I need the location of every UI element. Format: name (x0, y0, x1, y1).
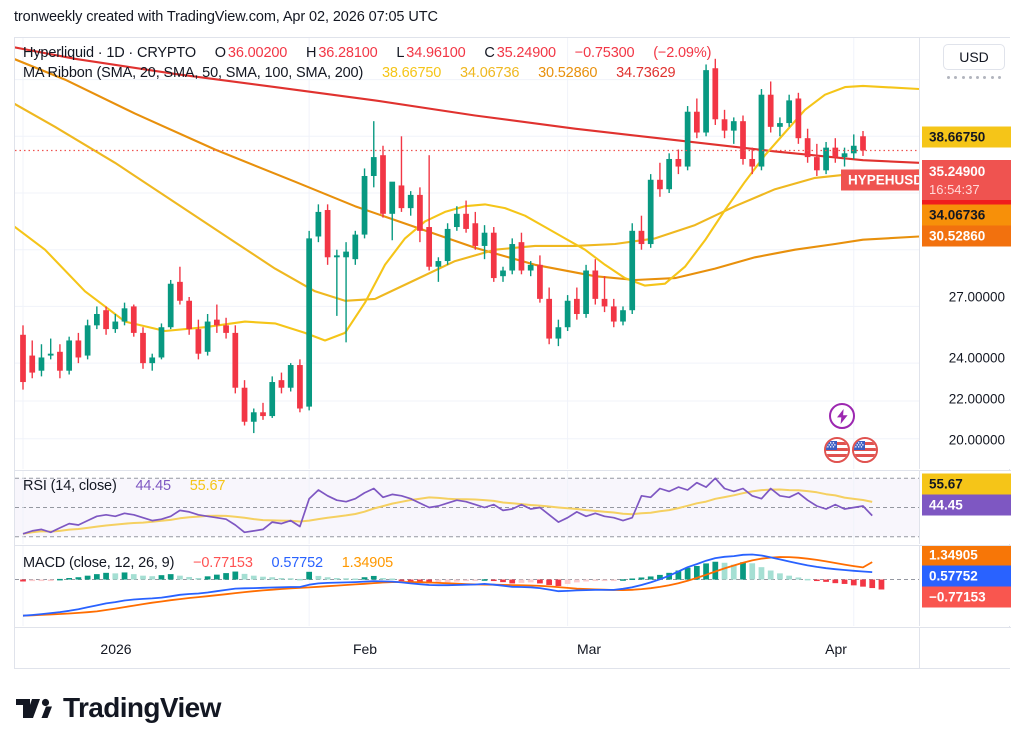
main-price-pane[interactable]: HYPEHUSD Hyperliquid · 1D · CRYPTO O 36.0… (15, 38, 1011, 469)
tradingview-footer: TradingView (16, 692, 221, 724)
macd-signal-value: 1.34905 (341, 555, 394, 571)
tradingview-logo-icon (16, 696, 52, 721)
sma200-value: 34.73629 (616, 65, 676, 81)
sma100-value: 30.52860 (538, 65, 598, 81)
bar-countdown: 16:54:37 (929, 182, 980, 197)
close-label: C (484, 45, 495, 61)
main-plot-area[interactable]: HYPEHUSD (15, 38, 919, 469)
ma-ribbon-legend: MA Ribbon (SMA, 20, SMA, 50, SMA, 100, S… (23, 65, 677, 81)
macd-price-scale[interactable]: 1.34905 0.57752 −0.77153 (919, 546, 1011, 626)
macd-legend: MACD (close, 12, 26, 9) −0.77153 0.57752… (23, 555, 395, 571)
macd-title: MACD (close, 12, 26, 9) (23, 555, 175, 571)
price-tick-label: 24.00000 (948, 350, 1005, 366)
sma50-price-badge: 34.06736 (922, 204, 1011, 226)
sma20-price-badge: 38.66750 (922, 126, 1011, 148)
currency-unit-button[interactable]: USD (943, 44, 1005, 70)
rsi-value-badge: 44.45 (922, 494, 1011, 516)
macd-plot-area[interactable] (15, 546, 919, 626)
rsi-value: 44.45 (135, 478, 171, 494)
close-value: 35.24900 (496, 45, 556, 61)
time-tick-label: Apr (825, 641, 847, 657)
rsi-title: RSI (14, close) (23, 478, 117, 494)
price-tick-label: 20.00000 (948, 432, 1005, 448)
time-tick-label: 2026 (100, 641, 132, 657)
macd-line-badge: 0.57752 (922, 565, 1011, 587)
high-label: H (305, 45, 317, 61)
rsi-legend: RSI (14, close) 44.45 55.67 (23, 478, 227, 494)
last-price-badge: 35.24900 16:54:37 (922, 160, 1011, 200)
rsi-pane[interactable]: RSI (14, close) 44.45 55.67 55.67 44.45 (15, 470, 1011, 544)
macd-line-value: 0.57752 (271, 555, 324, 571)
lightning-icon[interactable] (829, 403, 855, 429)
sma50-value: 34.06736 (460, 65, 520, 81)
high-value: 36.28100 (318, 45, 378, 61)
change-percent: (−2.09%) (653, 45, 712, 61)
us-flag-icon[interactable] (824, 437, 850, 463)
low-label: L (396, 45, 405, 61)
ma-ribbon-title: MA Ribbon (SMA, 20, SMA, 50, SMA, 100, S… (23, 65, 364, 81)
open-label: O (214, 45, 226, 61)
sma20-value: 38.66750 (381, 65, 442, 81)
macd-pane[interactable]: MACD (close, 12, 26, 9) −0.77153 0.57752… (15, 545, 1011, 626)
price-tick-label: 22.00000 (948, 391, 1005, 407)
time-axis-corner (919, 628, 1011, 668)
symbol-title: Hyperliquid · 1D · CRYPTO (23, 45, 196, 61)
us-flag-icon[interactable] (852, 437, 878, 463)
time-axis-labels[interactable]: 2026 Feb Mar Apr (15, 628, 919, 668)
macd-hist-value: −0.77153 (193, 555, 253, 571)
tradingview-wordmark: TradingView (63, 692, 221, 723)
price-tick-label: 27.00000 (948, 289, 1005, 305)
rsi-plot-area[interactable] (15, 471, 919, 544)
open-value: 36.00200 (227, 45, 288, 61)
time-axis[interactable]: 2026 Feb Mar Apr (15, 627, 1011, 668)
last-price-value: 35.24900 (929, 164, 986, 179)
time-tick-label: Feb (352, 641, 378, 657)
low-value: 34.96100 (406, 45, 466, 61)
change-value: −0.75300 (574, 45, 635, 61)
time-tick-label: Mar (576, 641, 602, 657)
scale-dots-decoration (947, 74, 1001, 80)
attribution-text: tronweekly created with TradingView.com,… (14, 9, 438, 25)
symbol-price-flag: HYPEHUSD (841, 169, 919, 191)
main-price-scale[interactable]: USD 27.00000 24.00000 22.00000 20.00000 38.6… (919, 38, 1011, 469)
sma100-price-badge: 30.52860 (922, 225, 1011, 247)
macd-hist-badge: −0.77153 (922, 586, 1011, 608)
rsi-ma-value: 55.67 (189, 478, 226, 494)
chart-frame: HYPEHUSD Hyperliquid · 1D · CRYPTO O 36.0… (14, 37, 1011, 669)
rsi-ma-badge: 55.67 (922, 473, 1011, 495)
rsi-price-scale[interactable]: 55.67 44.45 (919, 471, 1011, 544)
macd-signal-badge: 1.34905 (922, 546, 1011, 566)
symbol-legend: Hyperliquid · 1D · CRYPTO O 36.00200 H 36.… (23, 45, 713, 61)
